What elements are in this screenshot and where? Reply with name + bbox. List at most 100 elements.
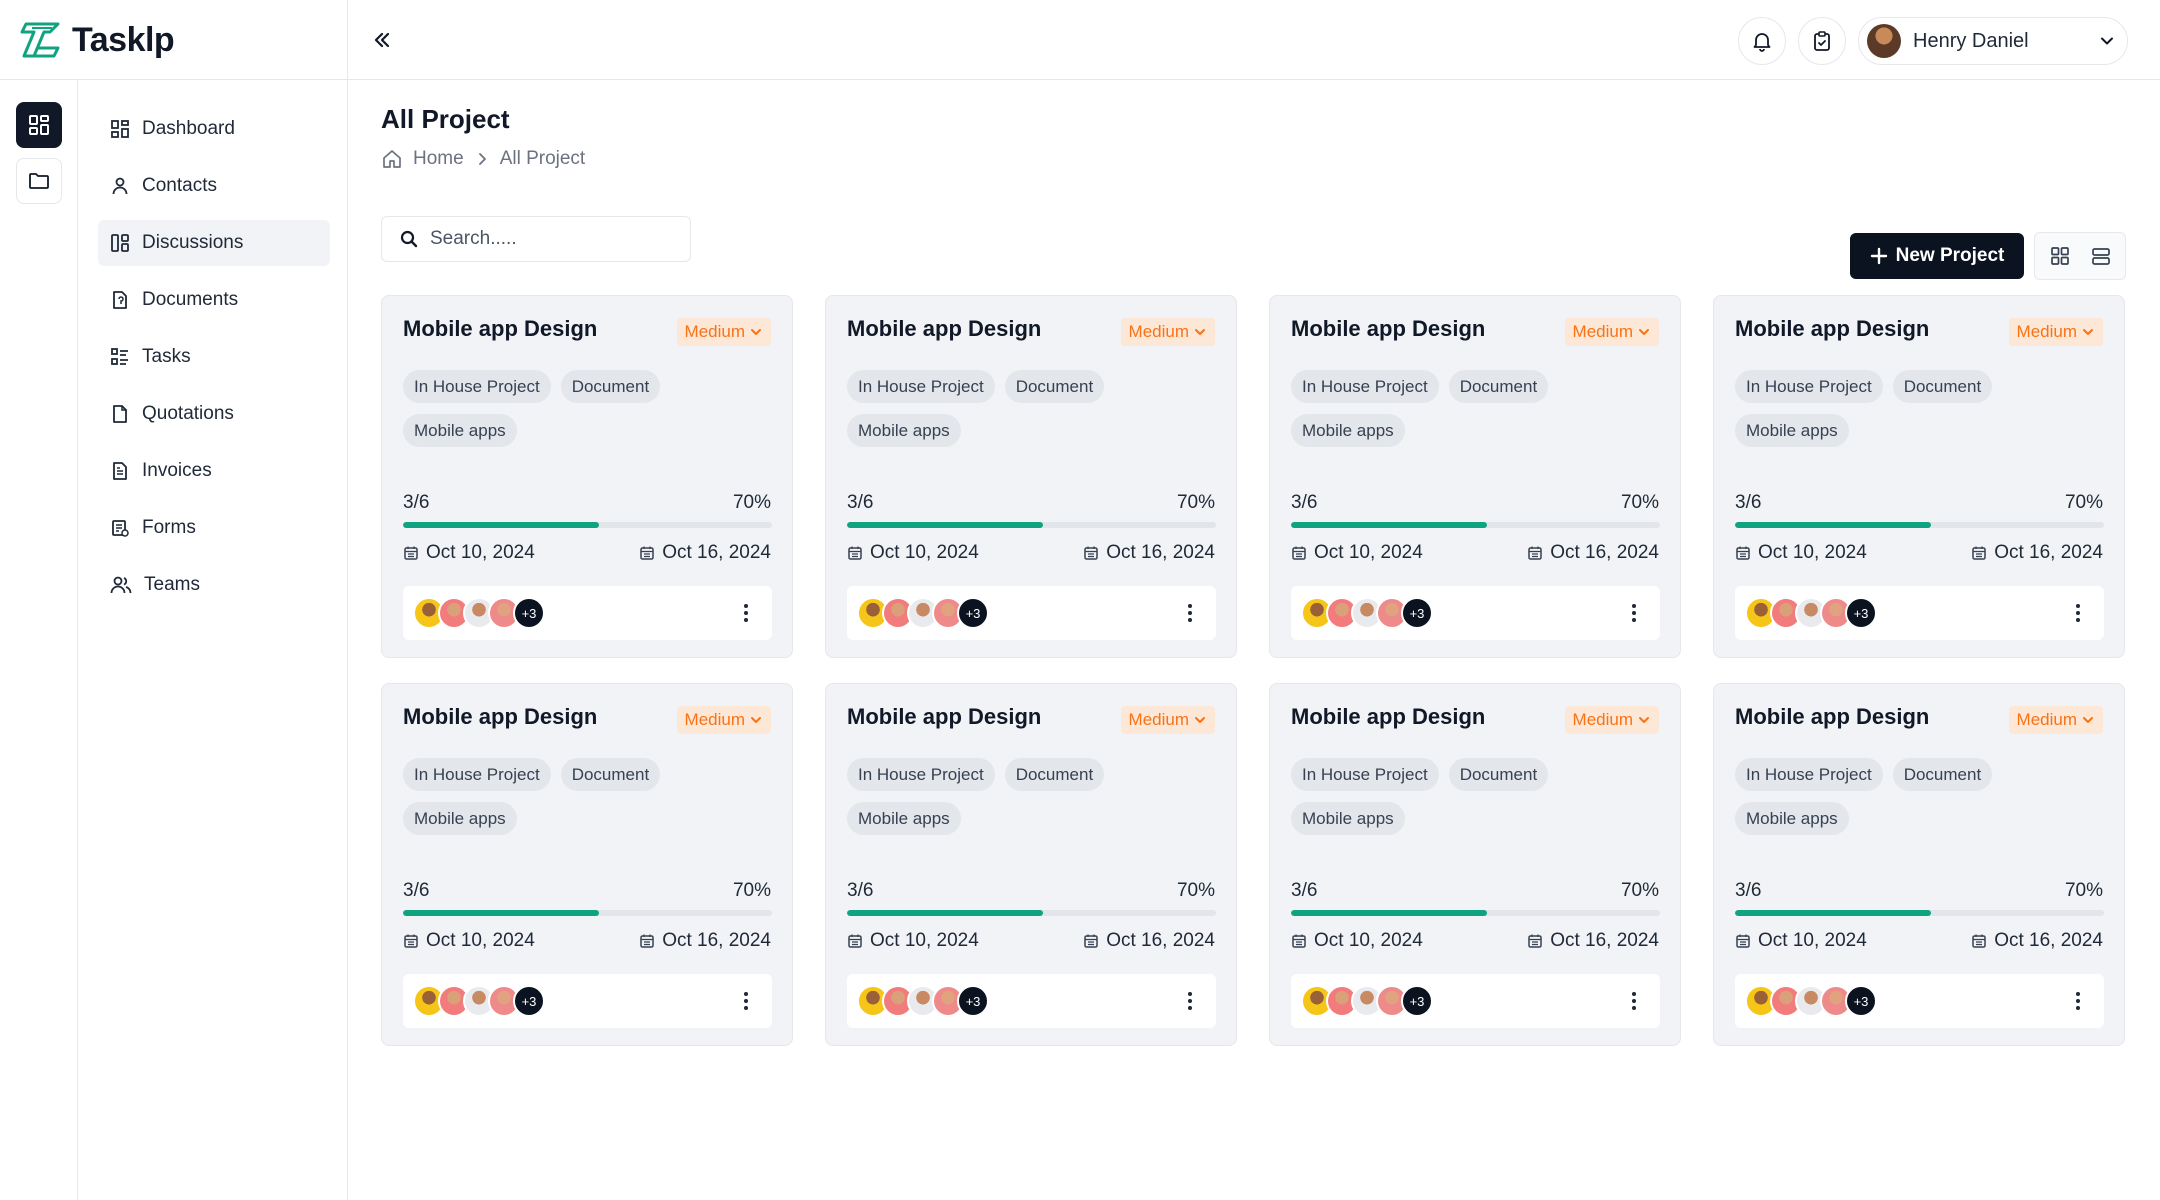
clipboard-check-icon — [1814, 31, 1830, 51]
member-avatars[interactable]: +3 — [857, 985, 989, 1017]
sidebar-item-teams[interactable]: Teams — [98, 562, 330, 608]
more-options-icon[interactable] — [2064, 987, 2092, 1015]
search-input[interactable] — [430, 228, 680, 250]
tag: In House Project — [403, 370, 551, 403]
rail-folder-button[interactable] — [16, 158, 62, 204]
project-card[interactable]: Mobile app Design Medium In House Projec… — [825, 683, 1237, 1046]
more-members-badge[interactable]: +3 — [513, 985, 545, 1017]
card-footer: +3 — [1291, 974, 1660, 1028]
task-list-button[interactable] — [1798, 17, 1846, 65]
sidebar-item-tasks[interactable]: Tasks — [98, 334, 330, 380]
member-avatars[interactable]: +3 — [857, 597, 989, 629]
more-members-badge[interactable]: +3 — [1401, 597, 1433, 629]
more-options-icon[interactable] — [1176, 599, 1204, 627]
start-date: Oct 10, 2024 — [1291, 542, 1423, 564]
progress-bar — [1291, 522, 1660, 528]
sidebar-item-forms[interactable]: Forms — [98, 505, 330, 551]
more-options-icon[interactable] — [1176, 987, 1204, 1015]
sidebar-item-label: Teams — [144, 574, 200, 595]
sidebar-item-contacts[interactable]: Contacts — [98, 163, 330, 209]
sidebar-item-dashboard[interactable]: Dashboard — [98, 106, 330, 152]
priority-dropdown[interactable]: Medium — [676, 318, 771, 346]
member-avatars[interactable]: +3 — [1301, 985, 1433, 1017]
more-members-badge[interactable]: +3 — [1845, 597, 1877, 629]
more-members-badge[interactable]: +3 — [513, 597, 545, 629]
priority-dropdown[interactable]: Medium — [676, 706, 771, 734]
more-options-icon[interactable] — [2064, 599, 2092, 627]
progress-fill — [847, 522, 1043, 528]
more-options-icon[interactable] — [732, 599, 760, 627]
calendar-icon — [1972, 934, 1986, 948]
progress-percent: 70% — [1620, 492, 1659, 513]
project-card[interactable]: Mobile app Design Medium In House Projec… — [1269, 295, 1681, 658]
priority-dropdown[interactable]: Medium — [1564, 318, 1659, 346]
more-members-badge[interactable]: +3 — [957, 985, 989, 1017]
calendar-icon — [1528, 546, 1542, 560]
tag: Mobile apps — [847, 414, 961, 447]
priority-dropdown[interactable]: Medium — [1120, 318, 1215, 346]
progress-percent: 70% — [2064, 880, 2103, 901]
project-card[interactable]: Mobile app Design Medium In House Projec… — [381, 683, 793, 1046]
member-avatars[interactable]: +3 — [413, 597, 545, 629]
sidebar-item-discussions[interactable]: Discussions — [98, 220, 330, 266]
more-options-icon[interactable] — [732, 987, 760, 1015]
tasks-count: 3/6 — [403, 492, 430, 513]
project-card[interactable]: Mobile app Design Medium In House Projec… — [1713, 295, 2125, 658]
rail-dashboard-button[interactable] — [16, 102, 62, 148]
priority-dropdown[interactable]: Medium — [2008, 706, 2103, 734]
tag: Mobile apps — [1735, 414, 1849, 447]
logo[interactable]: Tasklp — [0, 0, 348, 80]
calendar-icon — [1528, 934, 1542, 948]
member-avatars[interactable]: +3 — [1301, 597, 1433, 629]
card-footer: +3 — [1735, 586, 2104, 640]
tag-list: In House Project Document Mobile apps — [1735, 370, 2105, 447]
project-card[interactable]: Mobile app Design Medium In House Projec… — [1713, 683, 2125, 1046]
progress-fill — [403, 910, 599, 916]
plus-icon — [1870, 247, 1887, 265]
member-avatars[interactable]: +3 — [1745, 985, 1877, 1017]
new-project-label: New Project — [1895, 245, 2005, 266]
more-members-badge[interactable]: +3 — [1401, 985, 1433, 1017]
bell-icon — [1753, 33, 1771, 52]
new-project-button[interactable]: New Project — [1850, 233, 2024, 279]
document-icon — [113, 291, 127, 309]
tag-list: In House Project Document Mobile apps — [847, 758, 1217, 835]
project-title: Mobile app Design — [1735, 316, 1930, 341]
project-card[interactable]: Mobile app Design Medium In House Projec… — [381, 295, 793, 658]
sidebar-item-quotations[interactable]: Quotations — [98, 391, 330, 437]
priority-label: Medium — [2016, 322, 2077, 341]
more-options-icon[interactable] — [1620, 599, 1648, 627]
priority-dropdown[interactable]: Medium — [2008, 318, 2103, 346]
start-date: Oct 10, 2024 — [1291, 930, 1423, 952]
project-card[interactable]: Mobile app Design Medium In House Projec… — [1269, 683, 1681, 1046]
tag-list: In House Project Document Mobile apps — [1735, 758, 2105, 835]
list-view-button[interactable] — [2082, 237, 2120, 275]
more-options-icon[interactable] — [1620, 987, 1648, 1015]
project-card[interactable]: Mobile app Design Medium In House Projec… — [825, 295, 1237, 658]
chevron-down-icon — [1195, 717, 1205, 723]
dashboard-icon — [111, 120, 129, 138]
card-footer: +3 — [403, 974, 772, 1028]
collapse-sidebar-button[interactable] — [366, 24, 398, 56]
start-date-text: Oct 10, 2024 — [870, 930, 979, 951]
notifications-button[interactable] — [1738, 17, 1786, 65]
sidebar-item-label: Forms — [142, 517, 196, 538]
tag: In House Project — [403, 758, 551, 791]
member-avatars[interactable]: +3 — [413, 985, 545, 1017]
user-menu[interactable]: Henry Daniel — [1858, 17, 2128, 65]
tag: Document — [1892, 370, 1993, 403]
priority-dropdown[interactable]: Medium — [1564, 706, 1659, 734]
breadcrumb-home[interactable]: Home — [413, 148, 464, 169]
end-date-text: Oct 16, 2024 — [1994, 930, 2103, 951]
sidebar-item-invoices[interactable]: Invoices — [98, 448, 330, 494]
sidebar-item-documents[interactable]: Documents — [98, 277, 330, 323]
sidebar: Dashboard Contacts Discussions Documents… — [78, 80, 348, 1200]
chevron-down-icon — [751, 329, 761, 335]
member-avatars[interactable]: +3 — [1745, 597, 1877, 629]
end-date: Oct 16, 2024 — [1971, 930, 2103, 952]
tasks-count: 3/6 — [847, 880, 874, 901]
more-members-badge[interactable]: +3 — [957, 597, 989, 629]
grid-view-button[interactable] — [2041, 237, 2079, 275]
priority-dropdown[interactable]: Medium — [1120, 706, 1215, 734]
more-members-badge[interactable]: +3 — [1845, 985, 1877, 1017]
